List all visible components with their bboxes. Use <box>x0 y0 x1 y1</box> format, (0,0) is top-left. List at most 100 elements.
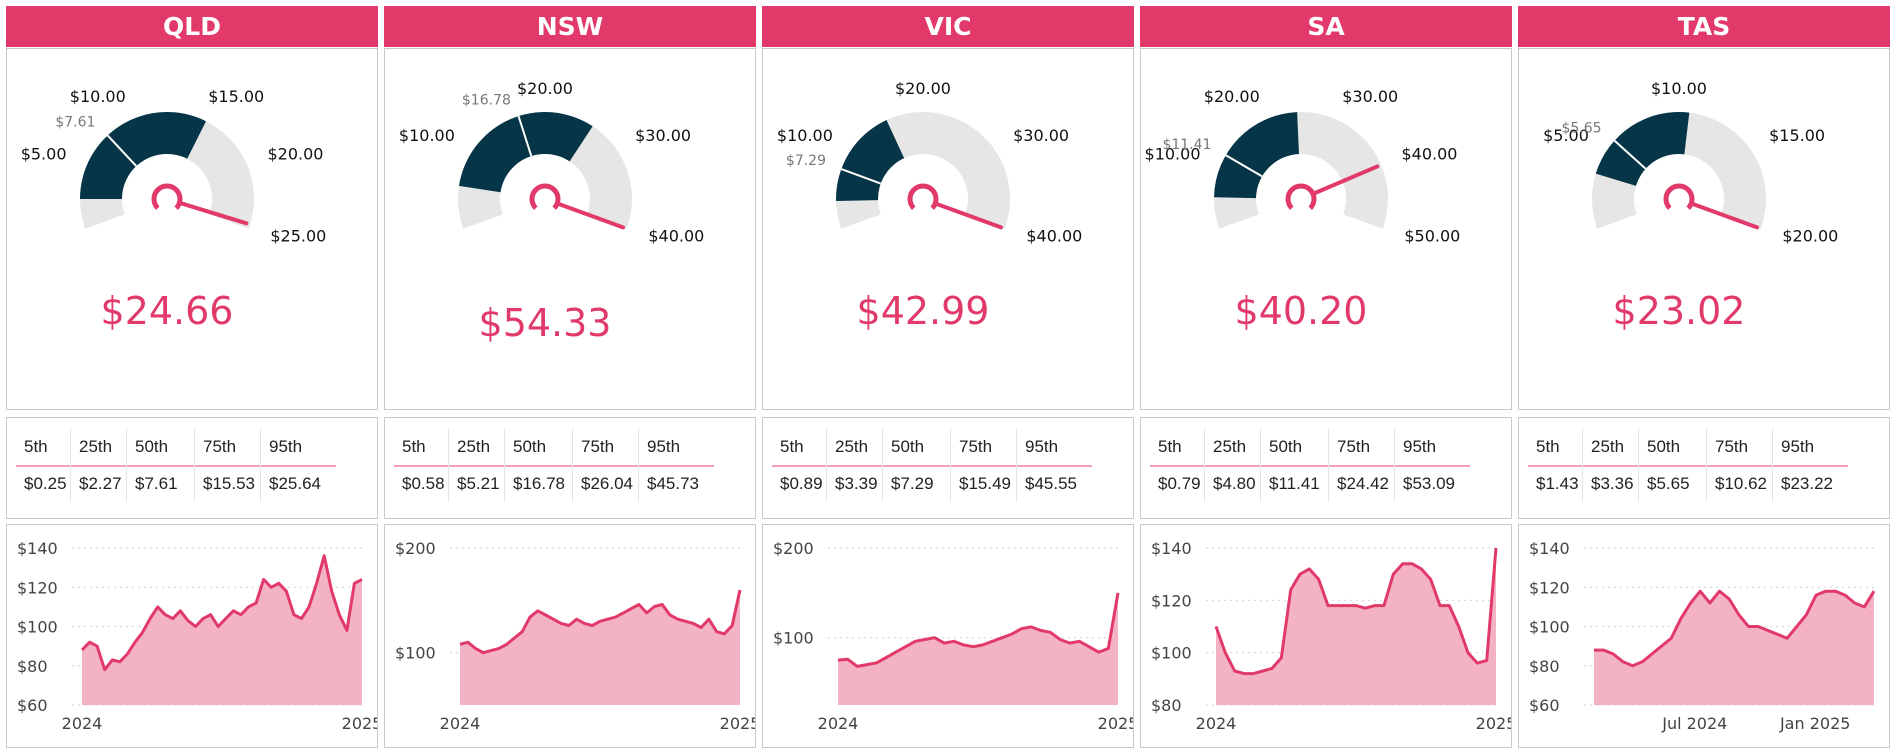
percentile-header: 25th <box>826 428 868 465</box>
gauge-tick-label: $5.00 <box>1543 126 1589 145</box>
price-trend-chart[interactable]: $200 $100 2024 2025 <box>762 524 1134 748</box>
price-gauge: $10.00 $20.00 $30.00 $40.00 $16.78 $54.33 <box>399 79 704 345</box>
gauge-median-label: $16.78 <box>462 93 511 109</box>
region-panel-vic: VIC $10.00 $20.00 $30.00 $40.00 $7.29 $42.99 … <box>762 0 1134 755</box>
percentile-value: $3.39 <box>826 465 878 502</box>
gauge-card[interactable]: $10.00 $20.00 $30.00 $40.00 $16.78 $54.33 <box>384 48 756 410</box>
gauge-card[interactable]: $5.00 $10.00 $15.00 $20.00 $25.00 $7.61 $24.66 <box>6 48 378 410</box>
x-tick-label: Jan 2025 <box>1779 714 1850 733</box>
gauge-card[interactable]: $5.00 $10.00 $15.00 $20.00 $5.65 $23.02 <box>1518 48 1890 410</box>
x-tick-label: 2025 <box>1098 714 1133 733</box>
series-area <box>1216 548 1496 705</box>
gauge-median-marker <box>106 134 138 167</box>
price-area-chart: $200 $100 2024 2025 <box>395 539 755 733</box>
gauge-tick-label: $50.00 <box>1404 227 1460 246</box>
header-underline <box>394 465 714 467</box>
percentile-header: 50th <box>504 428 546 465</box>
x-tick-label: 2025 <box>342 714 377 733</box>
percentile-header: 50th <box>126 428 168 465</box>
gauge-value: $42.99 <box>857 289 990 333</box>
percentile-header-row: 5th 25th 50th 75th 95th <box>16 428 336 465</box>
header-underline <box>16 465 336 467</box>
gauge-value: $40.20 <box>1235 289 1368 333</box>
gauge-tick-label: $30.00 <box>1342 87 1398 106</box>
gauge-needle <box>1311 164 1380 196</box>
y-tick-label: $100 <box>773 629 814 648</box>
percentile-value: $25.64 <box>260 465 321 502</box>
price-gauge: $10.00 $20.00 $30.00 $40.00 $7.29 $42.99 <box>777 79 1082 333</box>
percentile-header: 95th <box>1016 428 1058 465</box>
percentile-header-row: 5th 25th 50th 75th 95th <box>772 428 1092 465</box>
price-gauge: $10.00 $20.00 $30.00 $40.00 $50.00 $11.41 $40.… <box>1145 87 1461 333</box>
percentile-header: 25th <box>448 428 490 465</box>
percentile-header: 95th <box>638 428 680 465</box>
gauge-tick-label: $10.00 <box>70 87 126 106</box>
price-trend-chart[interactable]: $140 $120 $100 $80 $60 2024 2025 <box>6 524 378 748</box>
x-tick-label: 2024 <box>818 714 859 733</box>
y-tick-label: $200 <box>395 539 436 558</box>
percentile-value: $15.49 <box>950 465 1011 502</box>
gauge-tick-label: $20.00 <box>895 79 951 98</box>
percentile-header: 75th <box>572 428 614 465</box>
gauge-hub <box>1285 183 1317 210</box>
percentile-value: $0.79 <box>1158 474 1201 493</box>
percentile-header: 95th <box>1772 428 1814 465</box>
percentile-value: $5.21 <box>448 465 500 502</box>
percentile-value-row: $1.43 $3.36 $5.65 $10.62 $23.22 <box>1528 465 1848 502</box>
region-panel-sa: SA $10.00 $20.00 $30.00 $40.00 $50.00 $11.41 $… <box>1140 0 1512 755</box>
percentile-header: 5th <box>1158 437 1182 456</box>
price-trend-chart[interactable]: $200 $100 2024 2025 <box>384 524 756 748</box>
percentile-value: $0.25 <box>24 474 67 493</box>
gauge-iqr-band <box>80 111 207 200</box>
region-panel-tas: TAS $5.00 $10.00 $15.00 $20.00 $5.65 $23.02 5… <box>1518 0 1890 755</box>
series-line <box>80 554 363 672</box>
percentile-table[interactable]: 5th 25th 50th 75th 95th $0.25 $2.27 $7.61 $15.53… <box>6 417 378 519</box>
y-tick-label: $80 <box>1529 657 1560 676</box>
percentile-value-row: $0.89 $3.39 $7.29 $15.49 $45.55 <box>772 465 1092 502</box>
percentile-header: 95th <box>260 428 302 465</box>
percentile-value: $5.65 <box>1638 465 1690 502</box>
gauge-median-marker <box>1613 139 1647 170</box>
gauge-hub <box>151 183 183 210</box>
percentile-table[interactable]: 5th 25th 50th 75th 95th $1.43 $3.36 $5.65 $10.62… <box>1518 417 1890 519</box>
gauge-median-label: $7.29 <box>786 153 826 169</box>
region-header: QLD <box>6 6 378 47</box>
gauge-tick-label: $20.00 <box>1782 227 1838 246</box>
price-trend-chart[interactable]: $140 $120 $100 $80 2024 2025 <box>1140 524 1512 748</box>
gauge-iqr-band <box>1214 112 1299 199</box>
percentile-value: $0.58 <box>402 474 445 493</box>
percentile-value: $0.89 <box>780 474 823 493</box>
percentile-header: 75th <box>950 428 992 465</box>
x-tick-label: 2025 <box>1476 714 1511 733</box>
gauge-median-label: $11.41 <box>1162 137 1211 153</box>
gauge-tick-label: $40.00 <box>1026 227 1082 246</box>
region-header: SA <box>1140 6 1512 47</box>
percentile-header: 25th <box>70 428 112 465</box>
percentile-header-row: 5th 25th 50th 75th 95th <box>394 428 714 465</box>
percentile-value: $53.09 <box>1394 465 1455 502</box>
region-panel-nsw: NSW $10.00 $20.00 $30.00 $40.00 $16.78 $54.33… <box>384 0 756 755</box>
percentile-table[interactable]: 5th 25th 50th 75th 95th $0.58 $5.21 $16.78 $26.0… <box>384 417 756 519</box>
percentile-header: 5th <box>402 437 426 456</box>
y-tick-label: $100 <box>1151 644 1192 663</box>
price-area-chart: $200 $100 2024 2025 <box>773 539 1133 733</box>
y-tick-label: $80 <box>17 657 48 676</box>
y-tick-label: $120 <box>17 578 58 597</box>
percentile-value: $7.61 <box>126 465 178 502</box>
percentile-table[interactable]: 5th 25th 50th 75th 95th $0.79 $4.80 $11.41 $24.4… <box>1140 417 1512 519</box>
price-trend-chart[interactable]: $140 $120 $100 $80 $60 Jul 2024 Jan 2025 <box>1518 524 1890 748</box>
gauge-card[interactable]: $10.00 $20.00 $30.00 $40.00 $50.00 $11.41 $40.… <box>1140 48 1512 410</box>
percentile-value: $1.43 <box>1536 474 1579 493</box>
percentile-table[interactable]: 5th 25th 50th 75th 95th $0.89 $3.39 $7.29 $15.49… <box>762 417 1134 519</box>
gauge-needle <box>934 201 1003 230</box>
gauge-median-marker <box>1225 154 1263 178</box>
gauge-card[interactable]: $10.00 $20.00 $30.00 $40.00 $7.29 $42.99 <box>762 48 1134 410</box>
percentile-header: 5th <box>1536 437 1560 456</box>
gauge-tick-label: $10.00 <box>1651 79 1707 98</box>
x-tick-label: 2024 <box>440 714 481 733</box>
y-tick-label: $80 <box>1151 696 1182 715</box>
y-tick-label: $60 <box>1529 696 1560 715</box>
percentile-header: 5th <box>24 437 48 456</box>
percentile-header: 95th <box>1394 428 1436 465</box>
price-gauge: $5.00 $10.00 $15.00 $20.00 $5.65 $23.02 <box>1543 79 1838 333</box>
